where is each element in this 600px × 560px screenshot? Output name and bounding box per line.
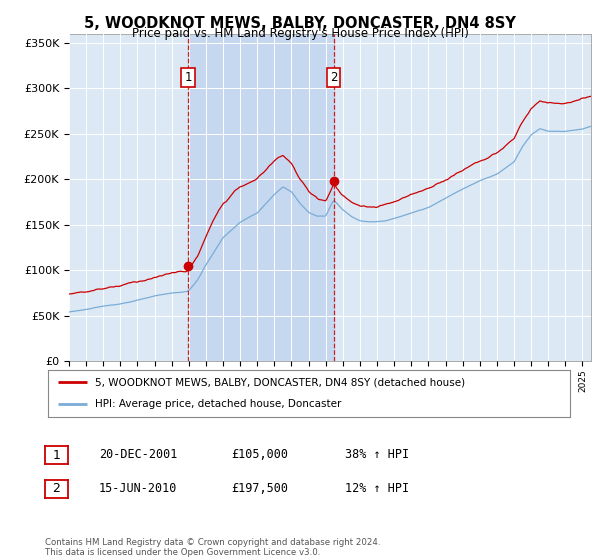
Text: 1: 1 — [52, 449, 61, 462]
Text: 12% ↑ HPI: 12% ↑ HPI — [345, 482, 409, 495]
Text: 38% ↑ HPI: 38% ↑ HPI — [345, 448, 409, 461]
Text: Price paid vs. HM Land Registry's House Price Index (HPI): Price paid vs. HM Land Registry's House … — [131, 27, 469, 40]
Text: 5, WOODKNOT MEWS, BALBY, DONCASTER, DN4 8SY (detached house): 5, WOODKNOT MEWS, BALBY, DONCASTER, DN4 … — [95, 377, 465, 388]
Text: £197,500: £197,500 — [231, 482, 288, 495]
Text: 5, WOODKNOT MEWS, BALBY, DONCASTER, DN4 8SY: 5, WOODKNOT MEWS, BALBY, DONCASTER, DN4 … — [84, 16, 516, 31]
Text: £105,000: £105,000 — [231, 448, 288, 461]
Text: Contains HM Land Registry data © Crown copyright and database right 2024.
This d: Contains HM Land Registry data © Crown c… — [45, 538, 380, 557]
Text: 15-JUN-2010: 15-JUN-2010 — [99, 482, 178, 495]
Text: 1: 1 — [184, 71, 192, 85]
Text: 20-DEC-2001: 20-DEC-2001 — [99, 448, 178, 461]
Text: 2: 2 — [52, 482, 61, 496]
Text: HPI: Average price, detached house, Doncaster: HPI: Average price, detached house, Donc… — [95, 399, 341, 409]
Text: 2: 2 — [330, 71, 337, 85]
Bar — [188, 34, 334, 361]
